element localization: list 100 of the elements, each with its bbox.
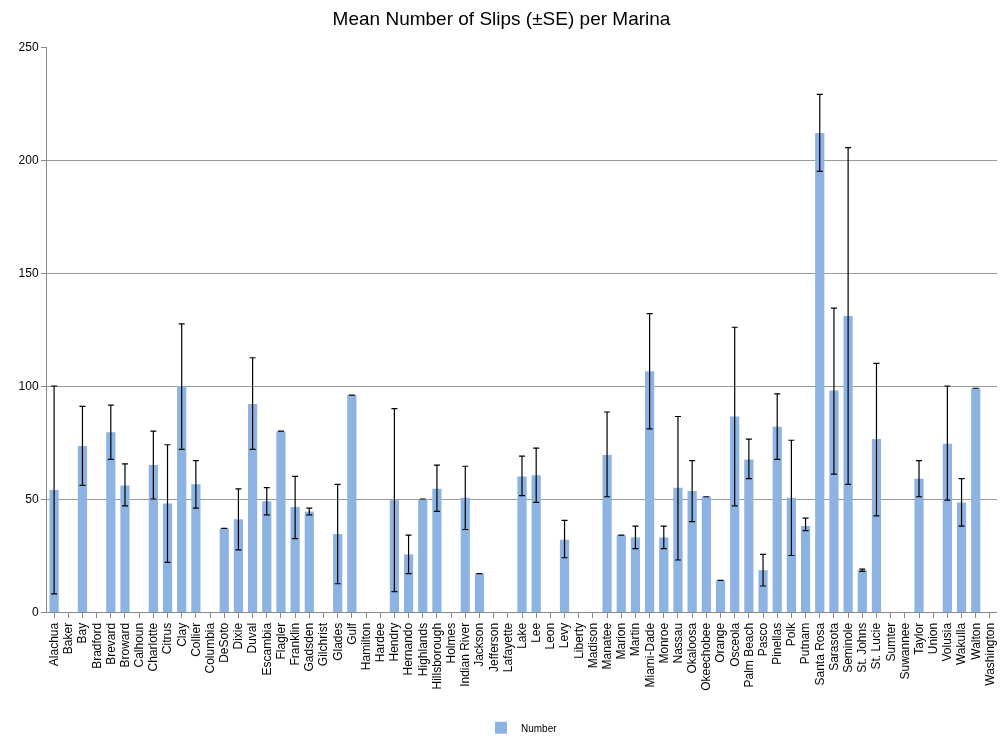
x-tick-label: DeSoto <box>217 622 232 663</box>
x-tick-label: Madison <box>585 622 600 669</box>
x-tick-label: Calhoun <box>132 622 147 668</box>
x-tick-label: Wakulla <box>954 622 969 666</box>
x-tick-label: Bay <box>75 622 90 644</box>
x-tick-label: Jefferson <box>486 622 501 672</box>
bar <box>772 426 782 612</box>
x-tick-label: Bradford <box>89 622 104 669</box>
x-tick-label: Hillsborough <box>429 622 444 690</box>
bar <box>247 404 258 612</box>
x-tick-label: Jackson <box>472 622 487 667</box>
bar <box>333 534 343 612</box>
x-tick-label: Brevard <box>103 622 118 665</box>
bar <box>687 491 697 612</box>
bar <box>559 539 570 612</box>
x-tick-label: Manatee <box>599 622 614 670</box>
bar <box>191 484 201 612</box>
legend-label: Number <box>521 722 558 734</box>
y-tick-label: 50 <box>25 492 39 507</box>
x-tick-label: Gadsden <box>302 622 317 672</box>
x-tick-label: Lake <box>514 622 529 649</box>
bar <box>77 445 88 612</box>
x-tick-label: St. Johns <box>855 622 870 673</box>
bar <box>403 554 414 612</box>
x-tick-label: Polk <box>784 621 799 647</box>
x-tick-label: Pinellas <box>770 622 785 665</box>
bar <box>276 431 286 612</box>
x-tick-label: Glades <box>330 622 345 661</box>
bar <box>659 537 669 612</box>
bar <box>290 506 300 612</box>
x-tick-label: Citrus <box>160 622 175 655</box>
x-tick-label: Suwannee <box>897 622 912 680</box>
bar <box>956 502 967 612</box>
x-tick-label: Charlotte <box>146 622 161 672</box>
x-tick-label: Hernando <box>401 622 416 676</box>
x-tick-label: Gulf <box>344 622 359 645</box>
x-tick-label: Sarasota <box>826 622 841 671</box>
bar <box>219 528 229 612</box>
bar <box>800 526 811 612</box>
y-tick-label: 0 <box>31 605 39 620</box>
x-tick-label: Nassau <box>670 622 685 664</box>
x-tick-label: Baker <box>61 622 76 655</box>
x-tick-label: Alachua <box>46 622 61 667</box>
bar <box>304 511 314 612</box>
x-tick-label: Martin <box>628 622 643 657</box>
x-tick-label: Columbia <box>202 622 217 674</box>
x-tick-label: Monroe <box>656 622 671 664</box>
x-tick-label: Putnam <box>798 622 813 665</box>
bar <box>871 439 882 612</box>
x-tick-label: Washington <box>982 622 997 686</box>
bar <box>758 570 768 612</box>
x-tick-label: Hamilton <box>358 622 373 671</box>
bar <box>645 371 655 612</box>
x-tick-label: Taylor <box>911 622 926 655</box>
y-tick-label: 150 <box>18 266 39 281</box>
x-tick-label: Lafayette <box>500 622 515 673</box>
x-tick-label: Osceola <box>727 622 742 667</box>
bar <box>347 395 357 612</box>
bar <box>701 496 711 612</box>
y-tick-label: 100 <box>18 379 39 394</box>
bar <box>857 570 867 612</box>
x-tick-label: Leon <box>543 622 558 650</box>
bar <box>914 478 924 612</box>
bar <box>531 475 541 612</box>
bar <box>120 485 130 612</box>
bar <box>715 580 726 612</box>
x-tick-label: Okeechobee <box>699 622 714 691</box>
bar <box>815 132 825 612</box>
x-tick-label: Dixie <box>231 622 246 650</box>
x-tick-label: Lee <box>529 622 544 643</box>
bar <box>233 519 244 612</box>
x-tick-label: Pasco <box>755 622 770 657</box>
x-tick-label: Holmes <box>444 622 458 664</box>
bar <box>971 388 981 612</box>
bar <box>460 497 470 612</box>
bar <box>418 499 428 612</box>
x-tick-label: Duval <box>245 622 260 654</box>
bar <box>786 497 797 612</box>
y-tick-label: 250 <box>18 40 39 55</box>
x-tick-label: Gilchrist <box>316 622 331 667</box>
x-tick-label: St. Lucie <box>869 622 884 670</box>
bar <box>148 465 158 612</box>
bar <box>177 386 187 612</box>
bar <box>432 488 442 612</box>
x-tick-label: Santa Rosa <box>812 622 827 686</box>
x-tick-label: Union <box>926 622 941 655</box>
bar <box>616 535 626 612</box>
x-tick-label: Clay <box>174 622 189 647</box>
bar <box>262 501 272 612</box>
bar <box>942 443 952 612</box>
x-tick-label: Okaloosa <box>685 622 700 674</box>
x-tick-label: Indian River <box>458 622 473 687</box>
x-tick-label: Highlands <box>415 622 430 677</box>
bar <box>730 416 740 612</box>
bar <box>630 537 641 612</box>
bar <box>602 454 612 612</box>
bar <box>829 390 839 612</box>
x-tick-label: Flagler <box>273 622 288 660</box>
x-tick-label: Hardee <box>373 622 388 663</box>
x-tick-label: Broward <box>117 622 132 668</box>
